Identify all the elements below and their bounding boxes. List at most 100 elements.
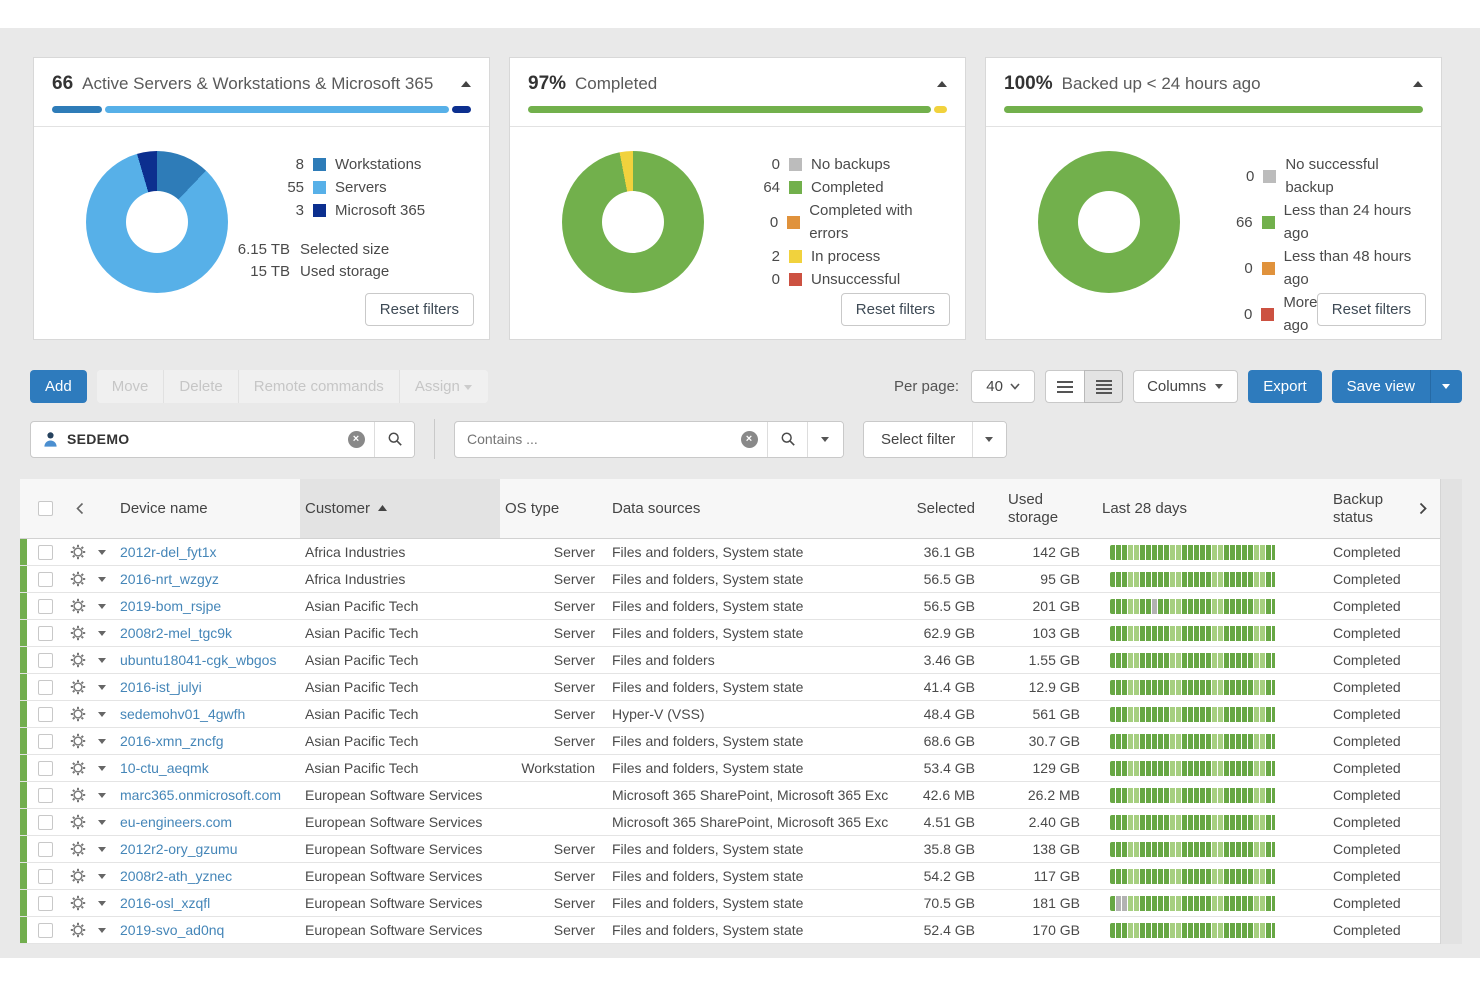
density-compact-button[interactable] <box>1084 370 1123 403</box>
gear-icon[interactable] <box>70 868 86 884</box>
row-actions-caret-icon[interactable] <box>98 927 107 934</box>
header-os-type[interactable]: OS type <box>500 479 600 538</box>
row-checkbox[interactable] <box>38 545 53 560</box>
columns-button[interactable]: Columns <box>1133 370 1238 403</box>
contains-search-button[interactable] <box>767 422 807 457</box>
row-actions-caret-icon[interactable] <box>98 738 107 745</box>
row-actions-caret-icon[interactable] <box>98 576 107 583</box>
header-selected[interactable]: Selected <box>890 479 980 538</box>
assign-button[interactable]: Assign <box>400 370 488 403</box>
gear-icon[interactable] <box>70 598 86 614</box>
customer-search-input[interactable] <box>67 431 328 447</box>
gear-icon[interactable] <box>70 625 86 641</box>
row-checkbox[interactable] <box>38 896 53 911</box>
device-name-link[interactable]: ubuntu18041-cgk_wbgos <box>120 652 276 668</box>
select-filter-dropdown-button[interactable] <box>972 422 1006 457</box>
delete-button[interactable]: Delete <box>164 370 238 403</box>
header-data-sources[interactable]: Data sources <box>600 479 890 538</box>
save-view-button[interactable]: Save view <box>1332 370 1430 403</box>
device-name-link[interactable]: 2012r-del_fyt1x <box>120 544 217 560</box>
gear-icon[interactable] <box>70 733 86 749</box>
row-actions-caret-icon[interactable] <box>98 873 107 880</box>
device-name-link[interactable]: 2016-osl_xzqfl <box>120 895 210 911</box>
contains-options-button[interactable] <box>807 422 843 457</box>
row-checkbox[interactable] <box>38 707 53 722</box>
row-actions-caret-icon[interactable] <box>98 603 107 610</box>
row-actions-caret-icon[interactable] <box>98 657 107 664</box>
add-button[interactable]: Add <box>30 370 87 403</box>
legend-item[interactable]: 0 No successful backup <box>1226 153 1423 199</box>
row-checkbox[interactable] <box>38 815 53 830</box>
row-checkbox[interactable] <box>38 869 53 884</box>
row-actions-caret-icon[interactable] <box>98 549 107 556</box>
device-name-link[interactable]: 2019-svo_ad0nq <box>120 922 224 938</box>
device-name-link[interactable]: 2016-xmn_zncfg <box>120 733 224 749</box>
row-checkbox[interactable] <box>38 734 53 749</box>
legend-item[interactable]: 55 Servers <box>274 176 425 199</box>
select-filter-button[interactable]: Select filter <box>864 422 972 457</box>
header-customer[interactable]: Customer <box>300 479 500 538</box>
row-checkbox[interactable] <box>38 599 53 614</box>
gear-icon[interactable] <box>70 922 86 938</box>
expand-columns-button[interactable] <box>1405 479 1440 538</box>
row-actions-caret-icon[interactable] <box>98 900 107 907</box>
gear-icon[interactable] <box>70 652 86 668</box>
legend-item[interactable]: 64 Completed <box>750 176 947 199</box>
device-name-link[interactable]: 2016-ist_julyi <box>120 679 202 695</box>
gear-icon[interactable] <box>70 760 86 776</box>
row-checkbox[interactable] <box>38 680 53 695</box>
row-checkbox[interactable] <box>38 761 53 776</box>
row-checkbox[interactable] <box>38 653 53 668</box>
row-checkbox[interactable] <box>38 842 53 857</box>
device-name-link[interactable]: 2019-bom_rsjpe <box>120 598 221 614</box>
clear-contains-button[interactable]: × <box>731 422 767 457</box>
row-actions-caret-icon[interactable] <box>98 792 107 799</box>
collapse-card-button[interactable] <box>461 81 471 88</box>
row-actions-caret-icon[interactable] <box>98 846 107 853</box>
select-all-checkbox[interactable] <box>38 501 53 516</box>
legend-item[interactable]: 0 Unsuccessful <box>750 268 947 291</box>
save-view-dropdown-button[interactable] <box>1430 370 1462 403</box>
legend-item[interactable]: 0 Less than 48 hours ago <box>1226 245 1423 291</box>
collapse-card-button[interactable] <box>937 81 947 88</box>
gear-icon[interactable] <box>70 544 86 560</box>
legend-item[interactable]: 8 Workstations <box>274 153 425 176</box>
collapse-column-button[interactable] <box>64 479 94 538</box>
density-comfortable-button[interactable] <box>1045 370 1084 403</box>
device-name-link[interactable]: sedemohv01_4gwfh <box>120 706 245 722</box>
reset-filters-button[interactable]: Reset filters <box>841 293 950 326</box>
reset-filters-button[interactable]: Reset filters <box>365 293 474 326</box>
gear-icon[interactable] <box>70 679 86 695</box>
gear-icon[interactable] <box>70 571 86 587</box>
row-actions-caret-icon[interactable] <box>98 684 107 691</box>
reset-filters-button[interactable]: Reset filters <box>1317 293 1426 326</box>
move-button[interactable]: Move <box>97 370 165 403</box>
contains-search-input[interactable] <box>467 431 721 447</box>
export-button[interactable]: Export <box>1248 370 1321 403</box>
remote-commands-button[interactable]: Remote commands <box>239 370 400 403</box>
device-name-link[interactable]: eu-engineers.com <box>120 814 232 830</box>
per-page-select[interactable]: 40 <box>971 370 1035 403</box>
row-actions-caret-icon[interactable] <box>98 711 107 718</box>
gear-icon[interactable] <box>70 814 86 830</box>
vertical-scrollbar[interactable] <box>1440 479 1462 944</box>
collapse-card-button[interactable] <box>1413 81 1423 88</box>
device-name-link[interactable]: marc365.onmicrosoft.com <box>120 787 281 803</box>
legend-item[interactable]: 66 Less than 24 hours ago <box>1226 199 1423 245</box>
row-checkbox[interactable] <box>38 923 53 938</box>
header-device-name[interactable]: Device name <box>120 479 300 538</box>
legend-item[interactable]: 3 Microsoft 365 <box>274 199 425 222</box>
row-checkbox[interactable] <box>38 788 53 803</box>
search-button[interactable] <box>374 422 414 457</box>
row-actions-caret-icon[interactable] <box>98 819 107 826</box>
row-checkbox[interactable] <box>38 626 53 641</box>
clear-search-button[interactable]: × <box>338 422 374 457</box>
header-backup-status[interactable]: Backupstatus <box>1275 479 1405 538</box>
row-actions-caret-icon[interactable] <box>98 765 107 772</box>
legend-item[interactable]: 0 Completed with errors <box>750 199 947 245</box>
gear-icon[interactable] <box>70 787 86 803</box>
device-name-link[interactable]: 2016-nrt_wzgyz <box>120 571 219 587</box>
legend-item[interactable]: 0 No backups <box>750 153 947 176</box>
device-name-link[interactable]: 2008r2-ath_yznec <box>120 868 232 884</box>
device-name-link[interactable]: 10-ctu_aeqmk <box>120 760 209 776</box>
